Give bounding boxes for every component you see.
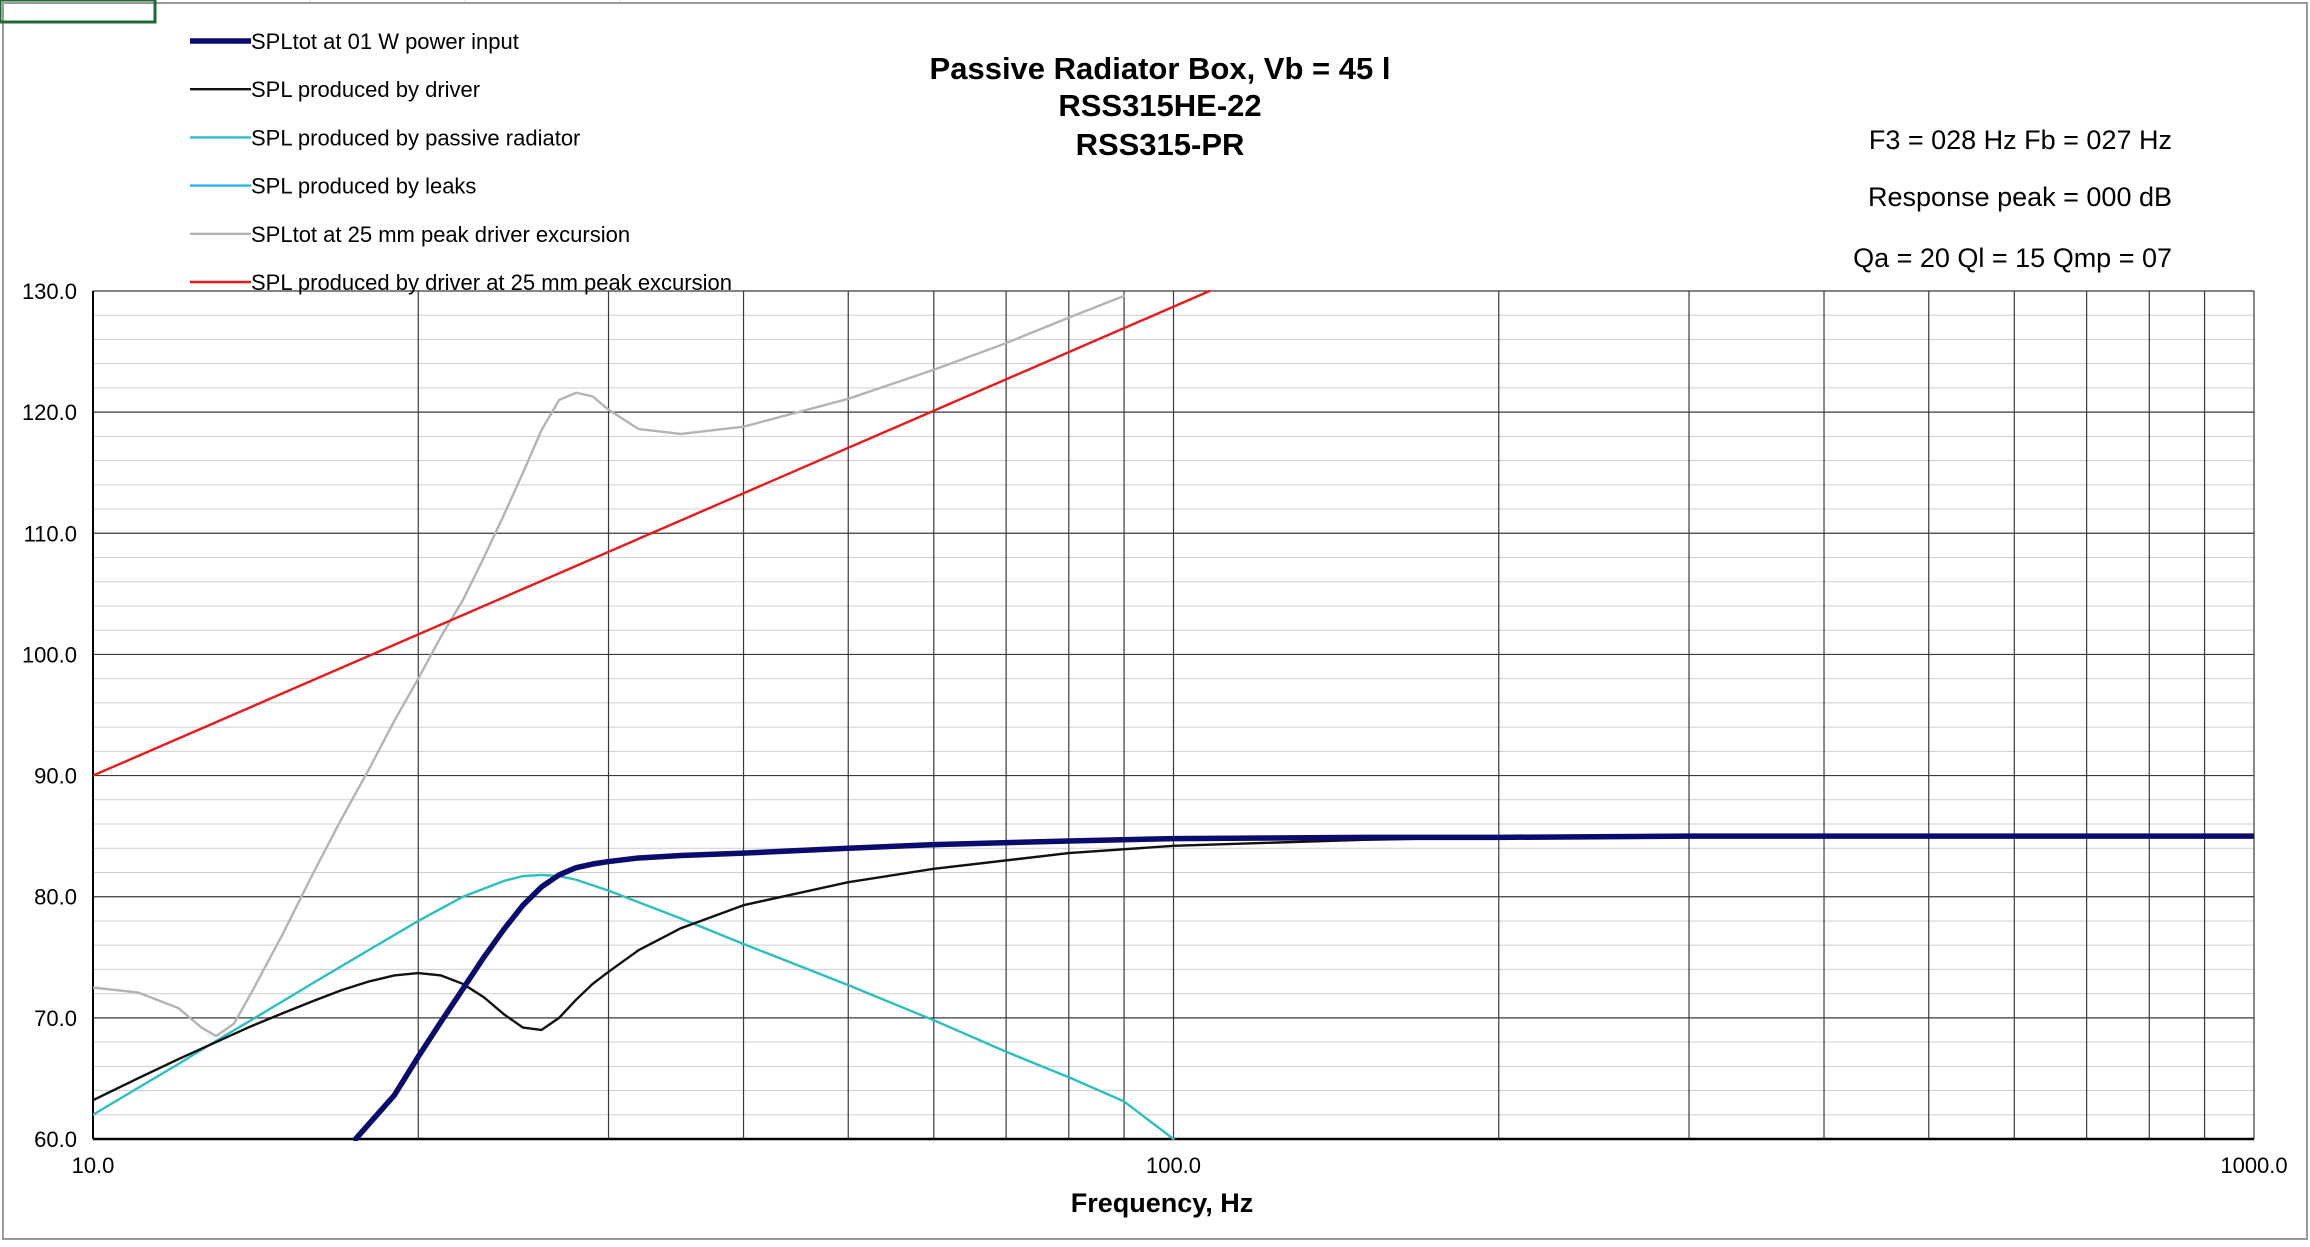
major-gridlines <box>93 290 2255 1139</box>
chart-title: Passive Radiator Box, Vb = 45 l <box>930 51 1391 86</box>
y-tick-label: 70.0 <box>34 1006 77 1031</box>
series-line-1 <box>352 833 2254 1141</box>
legend-label-2: SPL produced by driver <box>251 77 480 102</box>
chart-subtitle-1: RSS315HE-22 <box>1058 88 1261 123</box>
series-line-5 <box>93 294 1126 1038</box>
y-tick-labels: 60.0 70.0 80.0 90.0 100.0 110.0 120.0 130.0 <box>22 279 77 1152</box>
x-tick-label: 10.0 <box>72 1153 115 1178</box>
y-tick-label: 60.0 <box>34 1127 77 1152</box>
legend-label-3: SPL produced by passive radiator <box>251 125 580 150</box>
y-tick-label: 120.0 <box>22 400 77 425</box>
y-tick-label: 110.0 <box>24 521 77 546</box>
y-tick-label: 100.0 <box>22 642 77 667</box>
annotation-response-peak: Response peak = 000 dB <box>1868 182 2172 212</box>
legend-label-4: SPL produced by leaks <box>251 174 476 199</box>
series-line-6 <box>93 289 1211 777</box>
annotation-q-values: Qa = 20 Ql = 15 Qmp = 07 <box>1853 243 2172 273</box>
series-layer <box>93 289 2254 1141</box>
chart-subtitle-2: RSS315-PR <box>1076 127 1245 162</box>
series-line-2 <box>93 834 2254 1102</box>
annotation-f3-fb: F3 = 028 Hz Fb = 027 Hz <box>1869 125 2172 155</box>
y-tick-label: 90.0 <box>34 764 77 789</box>
legend-label-5: SPLtot at 25 mm peak driver excursion <box>251 222 630 247</box>
series-line-3 <box>93 873 1175 1141</box>
x-tick-label: 1000.0 <box>2220 1153 2287 1178</box>
x-axis-label: Frequency, Hz <box>1071 1188 1254 1218</box>
y-tick-label: 130.0 <box>22 279 77 304</box>
legend-label-1: SPLtot at 01 W power input <box>251 29 519 54</box>
x-tick-labels: 10.0 100.0 1000.0 <box>72 1153 2288 1178</box>
legend-label-6: SPL produced by driver at 25 mm peak exc… <box>251 270 732 295</box>
legend: SPLtot at 01 W power input SPL produced b… <box>190 29 732 295</box>
selected-cell-marker <box>0 0 157 24</box>
y-tick-label: 80.0 <box>34 885 77 910</box>
x-tick-label: 100.0 <box>1146 1153 1201 1178</box>
